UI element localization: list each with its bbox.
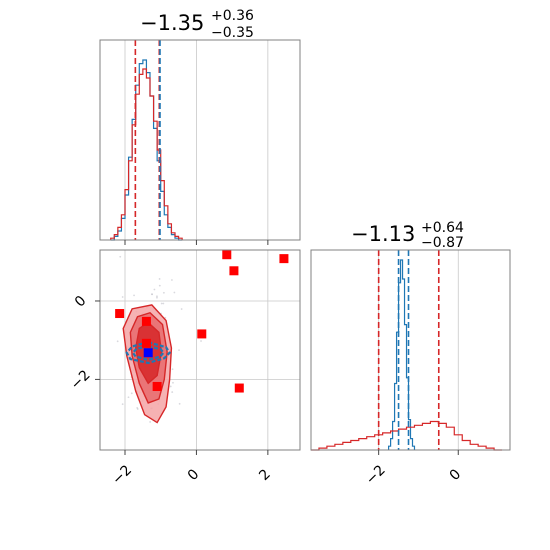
x-tick-label: 2 [256,466,274,484]
sample-point [151,293,153,296]
sample-point [153,288,156,291]
x-tick-label: −2 [109,462,135,488]
panel-frame [99,39,301,241]
y-tick-labels: −2 0 [68,293,94,393]
sample-point [178,349,180,351]
red-square-marker [115,309,125,319]
histogram-series-b [110,68,183,240]
red-square-marker [279,254,289,264]
red-square-marker [197,329,207,339]
sample-point [171,279,173,281]
title-param-1-lower-error: −0.35 [211,25,254,41]
title-param-2-value: −1.13 [351,222,415,246]
sample-point [130,392,133,395]
sample-point [158,284,161,287]
blue-square-marker [143,348,153,358]
sample-point [156,296,158,299]
histogram-series [311,259,503,451]
sample-point [171,368,174,371]
sample-point [133,294,135,297]
tick-marks [95,300,269,455]
quantile-lines [377,250,440,450]
sample-point [149,421,152,423]
histogram-series-a [110,59,183,241]
sample-point [160,302,163,305]
panel-hist-param-1: −1.35 +0.36 −0.35 [99,8,301,245]
title-param-1-upper-error: +0.36 [211,8,254,24]
sample-point [121,296,124,298]
title-param-2-upper-error: +0.64 [421,220,464,236]
x-tick-label: 0 [185,466,203,484]
sample-point [169,385,172,388]
sample-point [172,381,174,384]
title-param-2-lower-error: −0.87 [421,235,464,251]
x-tick-label: −2 [363,462,389,488]
title-param-1-value: −1.35 [140,11,204,35]
panel-frame [99,249,301,451]
sample-point [119,255,122,258]
sample-point [127,396,130,399]
sample-point [116,340,119,343]
panel-frame [310,249,511,451]
sample-point [200,340,202,342]
x-tick-labels: −2 0 2 [109,462,274,488]
sample-point [158,278,161,280]
sample-point [162,302,165,305]
grid [378,250,459,450]
red-square-marker [234,383,244,393]
red-square-marker [152,381,162,391]
red-square-marker [229,266,239,276]
sample-point [136,408,139,410]
sample-point [180,308,183,310]
contour-series-a [131,344,166,361]
grid [100,250,300,450]
panel-joint: −2 0 2 −2 0 [68,249,301,488]
x-tick-marks [124,240,269,245]
sample-point [171,391,174,393]
histogram-series-b [311,420,503,451]
histogram-series-a [388,259,416,450]
contour-series-a [125,341,172,365]
quantile-lines [134,40,161,240]
panel-hist-param-2: −1.13 +0.64 −0.87 −2 0 [310,220,511,488]
markers [115,250,289,393]
red-square-marker [222,250,232,260]
contours-series-a [125,341,172,365]
x-tick-labels: −2 0 [363,462,464,488]
sample-point [121,403,124,406]
sample-point [162,291,165,294]
histogram-series [110,59,183,241]
y-tick-label: 0 [72,293,90,311]
x-tick-marks [378,450,459,455]
y-tick-label: −2 [68,367,94,393]
x-tick-label: 0 [447,466,465,484]
red-square-marker [141,338,151,348]
sample-point [156,295,158,298]
sample-point [178,402,181,405]
red-square-marker [141,316,151,326]
sample-point [173,291,176,294]
